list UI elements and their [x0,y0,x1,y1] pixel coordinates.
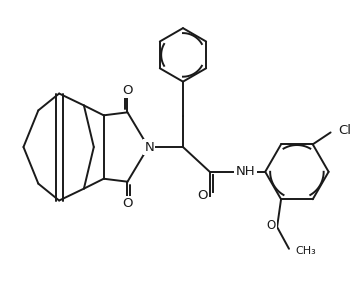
Text: Cl: Cl [339,124,352,137]
Text: NH: NH [236,165,255,178]
Text: CH₃: CH₃ [295,246,316,256]
Text: N: N [144,141,154,153]
Text: O: O [197,189,208,202]
Text: O: O [122,84,133,97]
Text: O: O [122,197,133,210]
Text: O: O [266,219,276,231]
